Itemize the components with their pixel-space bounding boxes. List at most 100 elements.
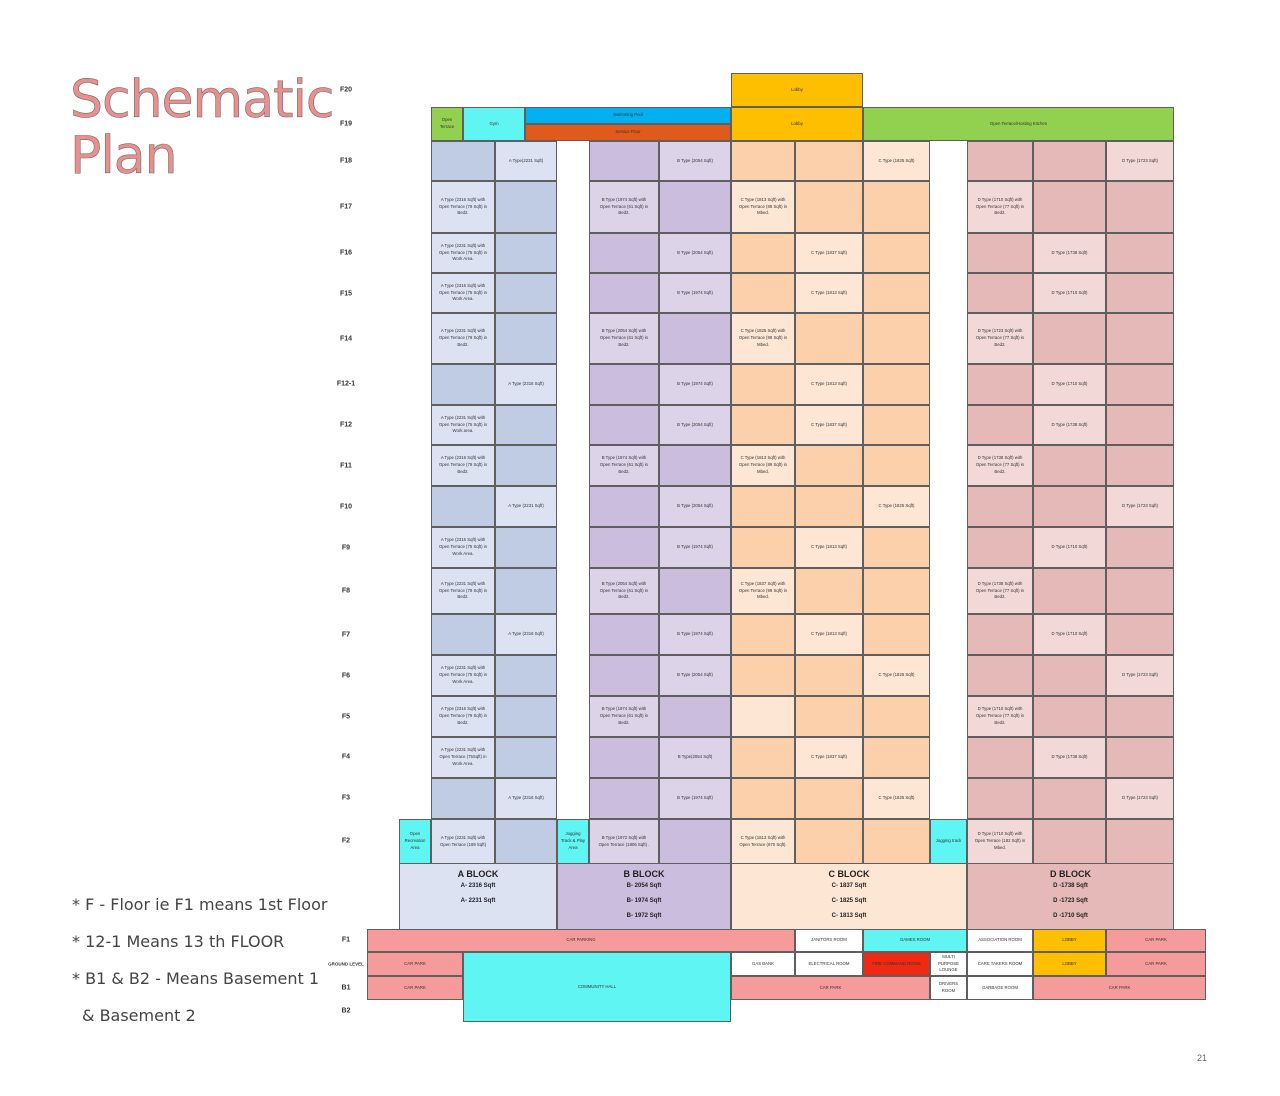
floor-label-b1: B1 bbox=[341, 984, 351, 992]
unit-d-f12-2: D Type (1738 Sqft) bbox=[1033, 405, 1106, 445]
unit-c-f18-2 bbox=[795, 141, 863, 181]
unit-a-f10-2: A Type (2231 Sqft) bbox=[495, 486, 557, 527]
unit-d-f4-3 bbox=[1106, 737, 1174, 778]
floor-label-f5: F5 bbox=[341, 713, 351, 721]
unit-b-f9-2: B Type (1974 Sqft) bbox=[659, 527, 731, 568]
unit-c-f16-3 bbox=[863, 233, 930, 273]
floor-label-f18: F18 bbox=[339, 157, 353, 165]
block-area: C- 1837 Sqft bbox=[831, 883, 867, 889]
unit-d-f11-2 bbox=[1033, 445, 1106, 486]
unit-b-f18-1 bbox=[589, 141, 659, 181]
unit-d-f2-2 bbox=[1033, 819, 1106, 864]
unit-b-f18-2: B Type (2054 Sqft) bbox=[659, 141, 731, 181]
unit-a-f6-1: A Type (2231 Sqft) with Open Terrace (75… bbox=[431, 655, 495, 696]
unit-a-f2-1: A Type (2231 Sqft) with Open Terrace (18… bbox=[431, 819, 495, 864]
unit-c-f9-1 bbox=[731, 527, 795, 568]
block-area: C- 1825 Sqft bbox=[831, 898, 867, 904]
block-area: A- 2316 Sqft bbox=[460, 883, 496, 889]
page-number: 21 bbox=[1197, 1053, 1208, 1063]
unit-d-f10-1 bbox=[967, 486, 1033, 527]
unit-c-f5-3 bbox=[863, 696, 930, 737]
unit-d-f12-3 bbox=[1106, 405, 1174, 445]
floor-label-b2: B2 bbox=[341, 1007, 351, 1015]
car-park-b1-middle: CAR PARK bbox=[731, 976, 930, 1000]
lobby-f20: Lobby bbox=[731, 73, 863, 107]
unit-c-f12-1 bbox=[731, 405, 795, 445]
unit-d-f3-1 bbox=[967, 778, 1033, 819]
unit-d-f3-2 bbox=[1033, 778, 1106, 819]
car-park-f1: CAR PARK bbox=[1106, 929, 1206, 952]
unit-d-f7-2: D Type (1710 Sqft) bbox=[1033, 614, 1106, 655]
unit-d-f14-1: D Type (1723 Sqft) with Open Terrace (77… bbox=[967, 313, 1033, 364]
unit-b-f2-1: B Type (1972 Sqft) with Open Terrace (18… bbox=[589, 819, 659, 864]
car-park-b1-right: CAR PARK bbox=[1033, 976, 1206, 1000]
block-area: B- 1972 Sqft bbox=[626, 913, 662, 919]
unit-b-f16-2: B Type (2054 Sqft) bbox=[659, 233, 731, 273]
unit-a-f8-2 bbox=[495, 568, 557, 614]
unit-d-f17-1: D Type (1710 Sqft) with Open Terrace (77… bbox=[967, 181, 1033, 233]
unit-c-f7-2: C Type (1813 Sqft) bbox=[795, 614, 863, 655]
unit-c-f12-1-1 bbox=[731, 364, 795, 405]
car-park-ground-right: CAR PARK bbox=[1106, 952, 1206, 976]
block-summary-d: D BLOCK D -1738 Sqft D -1723 Sqft D -1710 S… bbox=[967, 864, 1174, 929]
unit-c-f12-1-2: C Type (1813 Sqft) bbox=[795, 364, 863, 405]
unit-c-f11-1: C Type (1813 Sqft) with Open Terrace (89… bbox=[731, 445, 795, 486]
unit-d-f6-3: D Type (1723 Sqft) bbox=[1106, 655, 1174, 696]
unit-c-f6-3: C Type (1825 Sqft) bbox=[863, 655, 930, 696]
unit-b-f11-1: B Type (1974 Sqft) with Open Terrace (61… bbox=[589, 445, 659, 486]
unit-a-f15-1: A Type (2316 Sqft) with Open Terrace (75… bbox=[431, 273, 495, 313]
unit-d-f16-2: D Type (1738 Sqft) bbox=[1033, 233, 1106, 273]
unit-d-f8-2 bbox=[1033, 568, 1106, 614]
block-area: A- 2231 Sqft bbox=[460, 898, 496, 904]
unit-d-f14-3 bbox=[1106, 313, 1174, 364]
unit-c-f3-1 bbox=[731, 778, 795, 819]
unit-a-f11-1: A Type (2316 Sqft) with Open Terrace (79… bbox=[431, 445, 495, 486]
lobby-ground: LOBBY bbox=[1033, 952, 1106, 976]
note-basement-cont: & Basement 2 bbox=[82, 1006, 196, 1025]
unit-a-f3-2: A Type (2316 Sqft) bbox=[495, 778, 557, 819]
unit-b-f14-1: B Type (2054 Sqft) with Open Terrace (61… bbox=[589, 313, 659, 364]
unit-c-f10-2 bbox=[795, 486, 863, 527]
unit-d-f15-3 bbox=[1106, 273, 1174, 313]
unit-b-f12-1-1 bbox=[589, 364, 659, 405]
unit-a-f16-2 bbox=[495, 233, 557, 273]
unit-d-f5-2 bbox=[1033, 696, 1106, 737]
electrical-room: ELECTRICAL ROOM bbox=[795, 952, 863, 976]
block-area: B- 2054 Sqft bbox=[626, 883, 662, 889]
unit-a-f4-2 bbox=[495, 737, 557, 778]
unit-b-f7-1 bbox=[589, 614, 659, 655]
unit-d-f18-2 bbox=[1033, 141, 1106, 181]
floor-label-f17: F17 bbox=[339, 203, 353, 211]
unit-b-f12-1-2: B Type (1974 Sqft) bbox=[659, 364, 731, 405]
unit-a-f18-1 bbox=[431, 141, 495, 181]
unit-c-f5-2 bbox=[795, 696, 863, 737]
unit-a-f14-1: A Type (2231 Sqft) with Open Terrace (79… bbox=[431, 313, 495, 364]
unit-d-f9-2: D Type (1710 Sqft) bbox=[1033, 527, 1106, 568]
unit-b-f2-2 bbox=[659, 819, 731, 864]
unit-a-f12-1-1 bbox=[431, 364, 495, 405]
unit-c-f4-2: C Type (1837 Sqft) bbox=[795, 737, 863, 778]
unit-b-f17-1: B Type (1974 Sqft) with Open Terrace (61… bbox=[589, 181, 659, 233]
unit-a-f6-2 bbox=[495, 655, 557, 696]
care-takers-room: CARE TAKERS ROOM bbox=[967, 952, 1033, 976]
association-room: ASSOCIATION ROOM bbox=[967, 929, 1033, 952]
unit-d-f11-1: D Type (1738 Sqft) with Open Terrace (77… bbox=[967, 445, 1033, 486]
unit-a-f9-2 bbox=[495, 527, 557, 568]
unit-d-f9-1 bbox=[967, 527, 1033, 568]
floor-label-f10: F10 bbox=[339, 503, 353, 511]
unit-a-f9-1: A Type (2316 Sqft) with Open Terrace (75… bbox=[431, 527, 495, 568]
unit-c-f9-3 bbox=[863, 527, 930, 568]
swimming-pool: Swimming Pool bbox=[525, 107, 731, 124]
floor-label-ground-level: GROUND LEVEL bbox=[328, 961, 364, 967]
unit-c-f17-2 bbox=[795, 181, 863, 233]
floor-label-f14: F14 bbox=[339, 335, 353, 343]
unit-d-f14-2 bbox=[1033, 313, 1106, 364]
unit-b-f10-2: B Type (2054 Sqft) bbox=[659, 486, 731, 527]
unit-c-f10-3: C Type (1825 Sqft) bbox=[863, 486, 930, 527]
unit-d-f12-1 bbox=[967, 405, 1033, 445]
car-park-ground-left: CAR PARK bbox=[367, 952, 463, 976]
floor-label-f15: F15 bbox=[339, 290, 353, 298]
unit-c-f17-1: C Type (1813 Sqft) with Open Terrace (89… bbox=[731, 181, 795, 233]
floor-label-f3: F3 bbox=[341, 794, 351, 802]
unit-d-f12-1-2: D Type (1710 Sqft) bbox=[1033, 364, 1106, 405]
